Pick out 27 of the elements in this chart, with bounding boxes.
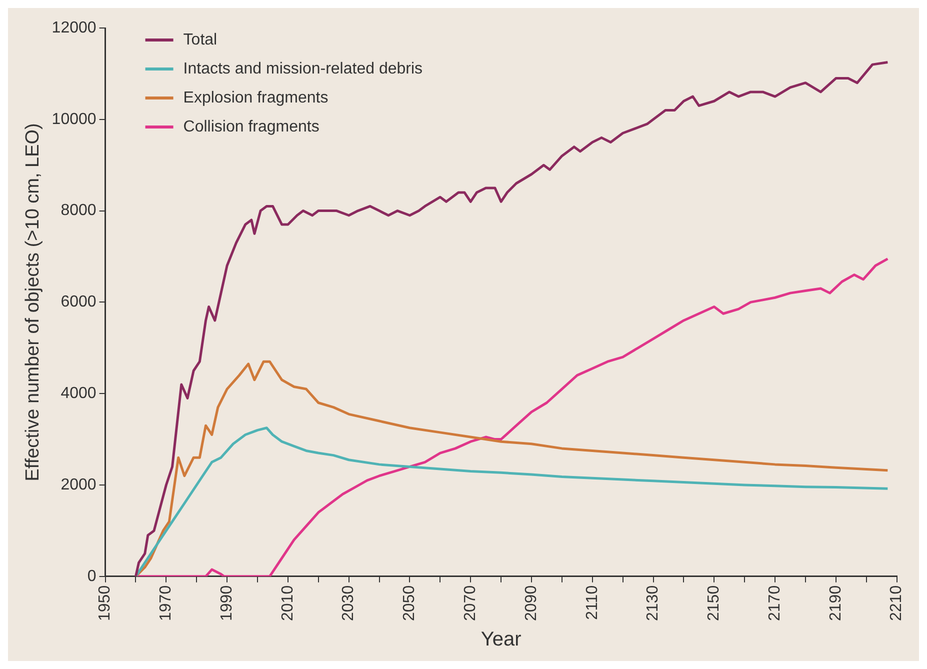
y-tick-label: 8000 <box>60 202 96 220</box>
y-tick-label: 0 <box>87 568 96 585</box>
x-tick-label: 2070 <box>462 585 480 621</box>
y-axis-title: Effective number of objects (>10 cm, LEO) <box>22 123 44 482</box>
x-tick-label: 2110 <box>584 585 601 620</box>
x-tick-label: 2030 <box>340 585 358 621</box>
legend-label: Explosion fragments <box>183 89 328 106</box>
x-tick-label: 2050 <box>401 585 418 621</box>
x-tick-label: 1970 <box>158 585 175 621</box>
x-tick-label: 2090 <box>522 585 540 621</box>
legend-label: Total <box>183 31 218 48</box>
x-tick-label: 1990 <box>218 585 236 621</box>
legend-label: Collision fragments <box>183 118 320 136</box>
x-tick-label: 2190 <box>827 585 844 621</box>
x-tick-label: 2210 <box>888 585 906 621</box>
x-tick-label: 1950 <box>96 585 114 621</box>
x-tick-label: 2130 <box>644 585 662 621</box>
y-tick-label: 6000 <box>60 294 96 311</box>
y-tick-label: 2000 <box>60 476 96 494</box>
y-tick-label: 10000 <box>52 110 96 128</box>
x-tick-label: 2170 <box>766 585 784 621</box>
x-tick-label: 2150 <box>706 585 723 621</box>
y-tick-label: 4000 <box>60 385 96 402</box>
legend-label: Intacts and mission-related debris <box>183 60 423 78</box>
x-axis-title: Year <box>480 628 522 651</box>
x-tick-label: 2010 <box>279 585 296 621</box>
y-tick-label: 12000 <box>52 19 96 36</box>
